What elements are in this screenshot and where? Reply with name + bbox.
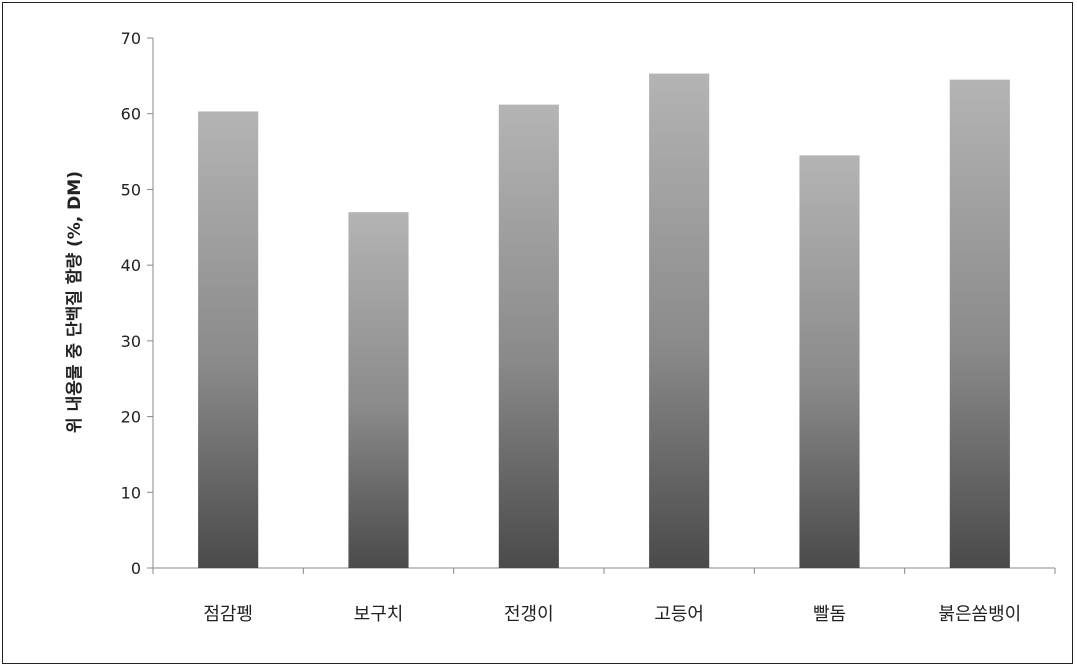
y-tick-label: 10 (121, 483, 141, 502)
bar (498, 104, 559, 568)
x-category-label: 보구치 (354, 604, 404, 625)
bar (649, 73, 710, 568)
y-axis: 0 10 20 30 40 50 60 70 (121, 29, 154, 578)
y-tick-label: 30 (121, 332, 141, 351)
x-category-label: 빨돔 (813, 604, 846, 625)
y-tick-label: 40 (121, 256, 141, 275)
bar (799, 155, 860, 568)
bar (949, 79, 1010, 569)
bar (348, 212, 409, 568)
x-category-label: 전갱이 (504, 604, 554, 625)
y-tick-label: 20 (121, 408, 141, 427)
bars (198, 73, 1010, 569)
y-tick-label: 60 (121, 105, 141, 124)
x-category-label: 붉은쏨뱅이 (938, 604, 1021, 625)
y-tick-label: 70 (121, 29, 141, 48)
bar (198, 111, 259, 568)
y-tick-label: 0 (131, 559, 141, 578)
x-category-label: 점감펭 (203, 604, 253, 625)
x-category-label: 고등어 (654, 604, 704, 625)
x-axis: 점감펭 보구치 전갱이 고등어 빨돔 붉은쏨뱅이 (152, 567, 1056, 625)
y-tick-label: 50 (121, 180, 141, 199)
y-axis-title: 위 내용물 중 단백질 함량 (%, DM) (64, 171, 85, 433)
